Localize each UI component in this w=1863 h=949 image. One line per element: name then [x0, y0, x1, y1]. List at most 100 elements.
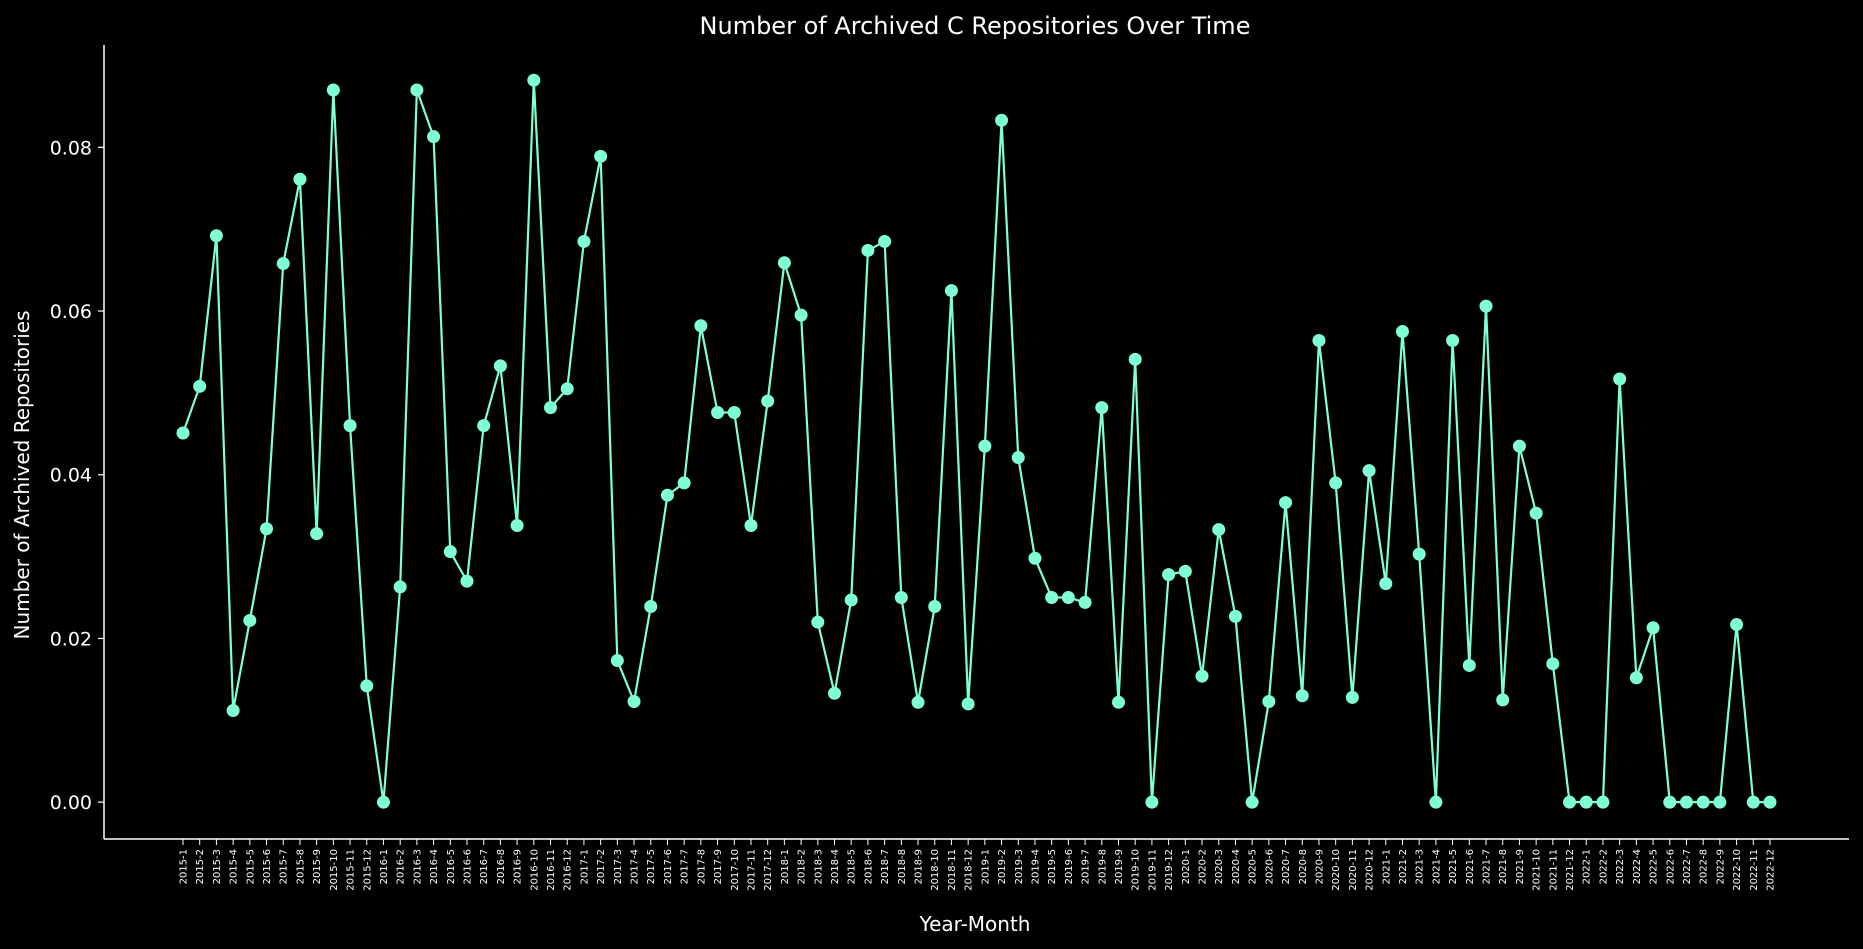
x-tick-label: 2018-8	[897, 849, 908, 884]
x-tick-label: 2021-3	[1415, 849, 1426, 884]
x-tick-label: 2018-4	[830, 849, 841, 884]
x-tick-label: 2020-5	[1248, 849, 1259, 884]
data-point	[260, 522, 274, 536]
x-tick-label: 2021-1	[1381, 849, 1392, 884]
x-tick-label: 2017-11	[746, 849, 757, 891]
x-tick-label: 2022-4	[1632, 849, 1643, 884]
y-tick-label: 0.00	[50, 792, 92, 814]
data-point	[1195, 669, 1209, 683]
data-point	[276, 257, 290, 271]
x-tick-label: 2020-9	[1314, 849, 1325, 884]
data-point	[878, 234, 892, 248]
x-tick-label: 2015-2	[195, 849, 206, 884]
data-point	[1128, 352, 1142, 366]
data-point	[1613, 372, 1627, 386]
data-point	[1679, 795, 1693, 809]
series-line-group	[176, 73, 1777, 809]
x-tick-label: 2015-7	[279, 849, 290, 884]
data-point	[1696, 795, 1710, 809]
data-point	[828, 686, 842, 700]
data-point	[1095, 401, 1109, 415]
data-point	[544, 401, 558, 415]
data-point	[1529, 506, 1543, 520]
data-point	[978, 439, 992, 453]
data-point	[1412, 547, 1426, 561]
x-tick-label: 2015-4	[229, 849, 240, 884]
data-point	[193, 379, 207, 393]
y-tick-label: 0.02	[50, 628, 92, 650]
x-tick-label: 2018-5	[847, 849, 858, 884]
x-tick-label: 2017-9	[713, 849, 724, 884]
x-tick-label: 2020-12	[1365, 849, 1376, 891]
data-point	[995, 113, 1009, 127]
x-tick-label: 2020-11	[1348, 849, 1359, 891]
x-tick-label: 2017-2	[596, 849, 607, 884]
x-tick-label: 2018-7	[880, 849, 891, 884]
x-tick-label: 2020-10	[1331, 849, 1342, 891]
data-point	[176, 426, 190, 440]
y-axis-title: Number of Archived Repositories	[10, 310, 34, 639]
x-tick-label: 2019-3	[1014, 849, 1025, 884]
x-tick-label: 2016-6	[462, 849, 473, 884]
data-point	[343, 419, 357, 433]
x-tick-label: 2019-5	[1047, 849, 1058, 884]
data-point	[493, 359, 507, 373]
y-tick-label: 0.04	[50, 465, 92, 487]
data-point	[711, 406, 725, 420]
x-tick-label: 2017-4	[630, 849, 641, 884]
data-point	[1395, 324, 1409, 338]
x-tick-label: 2015-8	[295, 849, 306, 884]
x-tick-label: 2017-1	[579, 849, 590, 884]
x-tick-label: 2016-2	[396, 849, 407, 884]
x-tick-label: 2019-8	[1097, 849, 1108, 884]
x-tick-label: 2019-1	[980, 849, 991, 884]
x-tick-label: 2022-1	[1582, 849, 1593, 884]
data-point	[1512, 439, 1526, 453]
data-point	[1379, 577, 1393, 591]
data-point	[1045, 591, 1059, 605]
data-point	[1011, 451, 1025, 465]
x-tick-label: 2018-6	[863, 849, 874, 884]
x-tick-label: 2016-8	[496, 849, 507, 884]
x-tick-label: 2016-10	[529, 849, 540, 891]
data-point	[477, 419, 491, 433]
data-point	[944, 284, 958, 298]
x-tick-label: 2022-9	[1715, 849, 1726, 884]
x-tick-label: 2015-12	[362, 849, 373, 891]
data-point	[226, 703, 240, 717]
x-tick-label: 2021-10	[1532, 849, 1543, 891]
x-tick-label: 2021-11	[1548, 849, 1559, 891]
data-point	[911, 695, 925, 709]
data-point	[1730, 618, 1744, 632]
x-tick-label: 2022-10	[1732, 849, 1743, 891]
data-point	[811, 615, 825, 629]
x-tick-label: 2021-4	[1431, 849, 1442, 884]
x-tick-label: 2022-6	[1665, 849, 1676, 884]
x-tick-label: 2018-3	[813, 849, 824, 884]
x-tick-label: 2015-9	[312, 849, 323, 884]
data-point	[794, 308, 808, 322]
x-tick-label: 2019-2	[997, 849, 1008, 884]
data-point	[1178, 564, 1192, 578]
x-tick-label: 2018-2	[797, 849, 808, 884]
data-point	[1429, 795, 1443, 809]
x-tick-label: 2016-9	[513, 849, 524, 884]
data-point	[243, 613, 257, 627]
data-point	[1228, 609, 1242, 623]
x-tick-label: 2022-7	[1682, 849, 1693, 884]
data-point	[510, 518, 524, 532]
x-tick-label: 2020-3	[1214, 849, 1225, 884]
x-tick-label: 2019-7	[1081, 849, 1092, 884]
data-point	[1028, 551, 1042, 565]
data-point	[677, 476, 691, 490]
x-tick-label: 2016-11	[546, 849, 557, 891]
data-point	[1646, 621, 1660, 635]
data-point	[427, 130, 441, 144]
data-point	[560, 382, 574, 396]
data-point	[443, 545, 457, 559]
x-tick-label: 2015-3	[212, 849, 223, 884]
x-tick-label: 2021-6	[1465, 849, 1476, 884]
data-point	[310, 527, 324, 541]
data-point	[644, 600, 658, 614]
x-tick-label: 2022-11	[1749, 849, 1760, 891]
